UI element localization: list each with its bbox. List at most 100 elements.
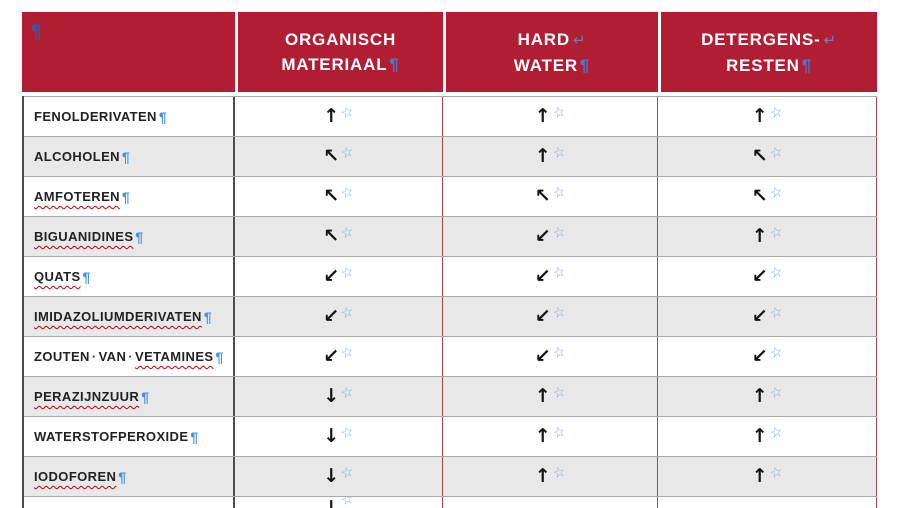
- rating-cell[interactable]: ↖ ☆: [443, 177, 658, 216]
- rating-cell[interactable]: [443, 497, 658, 508]
- trend-down-left-arrow-icon: ↙: [534, 345, 551, 367]
- pilcrow-mark-icon: ¶: [31, 22, 43, 43]
- rating-cell[interactable]: ↙ ☆: [443, 297, 658, 336]
- trend-down-left-arrow-icon: ↙: [323, 345, 340, 367]
- rating-cell[interactable]: ↖ ☆: [235, 137, 443, 176]
- header-cell-detergens-resten[interactable]: DETERGENS- ↵ RESTEN ¶: [661, 12, 877, 92]
- rating-cell[interactable]: ↑ ☆: [443, 377, 658, 416]
- rating-cell[interactable]: ↙ ☆: [658, 337, 877, 376]
- rating-cell[interactable]: [658, 497, 877, 508]
- star-icon: ☆: [767, 303, 784, 322]
- row-label-cell[interactable]: ZOUTEN · VAN · VETAMINES ¶: [24, 337, 235, 376]
- star-icon: ☆: [550, 263, 567, 282]
- rating-cell[interactable]: ↑ ☆: [658, 97, 877, 136]
- header-cell-organisch-materiaal[interactable]: ORGANISCH MATERIAAL ¶: [238, 12, 443, 92]
- row-label-text: WATERSTOFPEROXIDE: [34, 429, 189, 444]
- header-cell-hard-water[interactable]: HARD ↵ WATER ¶: [446, 12, 658, 92]
- table-row-partial: ↓ ☆: [24, 496, 877, 508]
- pilcrow-mark-icon: ¶: [579, 55, 591, 75]
- trend-up-arrow-icon: ↑: [534, 385, 551, 407]
- row-label-cell[interactable]: PERAZIJNZUUR ¶: [24, 377, 235, 416]
- pilcrow-mark-icon: ¶: [118, 468, 127, 485]
- rating-cell[interactable]: ↙ ☆: [443, 217, 658, 256]
- star-icon: ☆: [339, 103, 356, 122]
- pilcrow-mark-icon: ¶: [215, 348, 224, 365]
- row-label-cell[interactable]: [24, 497, 235, 508]
- row-label-cell[interactable]: IODOFOREN ¶: [24, 457, 235, 496]
- rating-cell[interactable]: ↙ ☆: [235, 297, 443, 336]
- rating-cell[interactable]: ↑ ☆: [658, 417, 877, 456]
- header-corner-cell[interactable]: ¶: [22, 12, 235, 92]
- pilcrow-mark-icon: ¶: [141, 388, 150, 405]
- rating-cell[interactable]: ↙ ☆: [235, 257, 443, 296]
- trend-down-left-arrow-icon: ↙: [751, 305, 768, 327]
- trend-up-left-arrow-icon: ↖: [751, 145, 768, 167]
- table-row: AMFOTEREN ¶ ↖ ☆ ↖ ☆ ↖ ☆: [24, 176, 877, 216]
- star-icon: ☆: [550, 343, 567, 362]
- rating-cell[interactable]: ↙ ☆: [658, 257, 877, 296]
- star-icon: ☆: [339, 463, 356, 482]
- row-label-cell[interactable]: BIGUANIDINES ¶: [24, 217, 235, 256]
- row-label-cell[interactable]: IMIDAZOLIUMDERIVATEN ¶: [24, 297, 235, 336]
- rating-cell[interactable]: ↙ ☆: [443, 337, 658, 376]
- rating-cell[interactable]: ↓ ☆: [235, 457, 443, 496]
- rating-cell[interactable]: ↑ ☆: [658, 377, 877, 416]
- rating-cell[interactable]: ↑ ☆: [658, 457, 877, 496]
- rating-cell[interactable]: ↓ ☆: [235, 417, 443, 456]
- rating-cell[interactable]: ↑ ☆: [235, 97, 443, 136]
- rating-cell[interactable]: ↙ ☆: [235, 337, 443, 376]
- header-line: RESTEN ¶: [725, 55, 813, 75]
- row-label-cell[interactable]: QUATS ¶: [24, 257, 235, 296]
- star-icon: ☆: [767, 383, 784, 402]
- rating-cell[interactable]: ↖ ☆: [235, 177, 443, 216]
- trend-up-left-arrow-icon: ↖: [323, 185, 340, 207]
- row-label-text: IODOFOREN: [34, 469, 117, 484]
- row-label-cell[interactable]: WATERSTOFPEROXIDE ¶: [24, 417, 235, 456]
- star-icon: ☆: [339, 263, 356, 282]
- rating-cell[interactable]: ↖ ☆: [658, 177, 877, 216]
- trend-up-arrow-icon: ↑: [534, 465, 551, 487]
- trend-up-arrow-icon: ↑: [751, 385, 768, 407]
- trend-up-arrow-icon: ↑: [751, 465, 768, 487]
- pilcrow-mark-icon: ¶: [135, 228, 144, 245]
- rating-cell[interactable]: ↖ ☆: [235, 217, 443, 256]
- table-row: ALCOHOLEN ¶ ↖ ☆ ↑ ☆ ↖ ☆: [24, 136, 877, 176]
- row-label-text: VETAMINES: [135, 349, 214, 364]
- line-break-mark-icon: ↵: [572, 31, 587, 49]
- rating-cell[interactable]: ↑ ☆: [658, 217, 877, 256]
- row-label-text: ZOUTEN: [34, 349, 90, 364]
- row-label-cell[interactable]: FENOLDERIVATEN ¶: [24, 97, 235, 136]
- star-icon: ☆: [339, 223, 356, 242]
- star-icon: ☆: [767, 143, 784, 162]
- trend-up-left-arrow-icon: ↖: [323, 145, 340, 167]
- row-label-cell[interactable]: AMFOTEREN ¶: [24, 177, 235, 216]
- star-icon: ☆: [339, 183, 356, 202]
- trend-down-left-arrow-icon: ↙: [534, 305, 551, 327]
- rating-cell[interactable]: ↙ ☆: [658, 297, 877, 336]
- star-icon: ☆: [767, 223, 784, 242]
- trend-up-arrow-icon: ↑: [751, 105, 768, 127]
- rating-cell[interactable]: ↑ ☆: [443, 457, 658, 496]
- rating-cell[interactable]: ↑ ☆: [443, 417, 658, 456]
- trend-up-left-arrow-icon: ↖: [751, 185, 768, 207]
- star-icon: ☆: [339, 423, 356, 442]
- row-label-text: PERAZIJNZUUR: [34, 389, 140, 404]
- trend-up-arrow-icon: ↑: [323, 105, 340, 127]
- rating-cell[interactable]: ↖ ☆: [658, 137, 877, 176]
- rating-cell[interactable]: ↑ ☆: [443, 97, 658, 136]
- star-icon: ☆: [339, 343, 356, 362]
- star-icon: ☆: [550, 183, 567, 202]
- table-header-row: ¶ ORGANISCH MATERIAAL ¶ HARD ↵ WATER ¶ DETE…: [22, 12, 877, 92]
- star-icon: ☆: [339, 303, 356, 322]
- row-label-text: VAN: [98, 349, 127, 364]
- pilcrow-mark-icon: ¶: [203, 308, 213, 325]
- star-icon: ☆: [339, 383, 356, 402]
- header-body-gap: [22, 92, 877, 96]
- row-label-cell[interactable]: ALCOHOLEN ¶: [24, 137, 235, 176]
- rating-cell[interactable]: ↑ ☆: [443, 137, 658, 176]
- rating-cell[interactable]: ↓ ☆: [235, 497, 443, 508]
- rating-cell[interactable]: ↙ ☆: [443, 257, 658, 296]
- row-label-text: BIGUANIDINES: [34, 229, 134, 244]
- rating-cell[interactable]: ↓ ☆: [235, 377, 443, 416]
